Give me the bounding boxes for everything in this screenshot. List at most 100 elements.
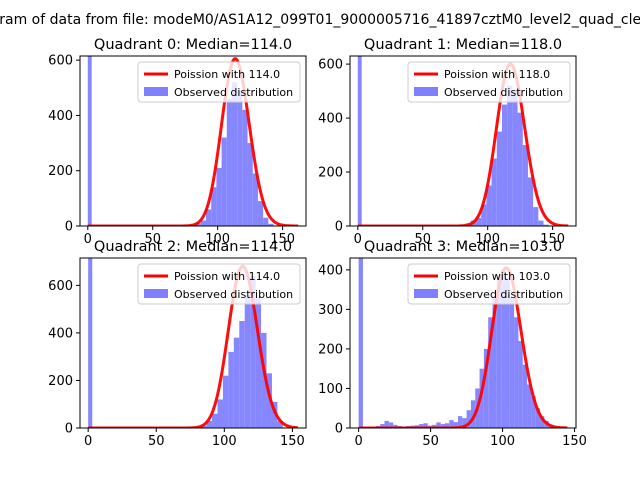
- histogram-bar: [507, 85, 513, 226]
- y-tick-label: 600: [318, 58, 343, 73]
- legend-box: [137, 61, 301, 103]
- y-tick-label: 0: [335, 422, 343, 437]
- histogram-bar: [527, 177, 534, 226]
- histogram-bar: [531, 396, 536, 428]
- histogram-bar: [250, 275, 256, 428]
- axes-frame: [79, 55, 307, 227]
- histogram-bar: [466, 410, 471, 428]
- legend-box: [137, 263, 301, 305]
- legend-poisson-label: Poission with 114.0: [174, 68, 280, 81]
- histogram-bar: [222, 375, 229, 428]
- axes-frame: [349, 55, 577, 227]
- x-tick-label: 150: [562, 434, 587, 449]
- y-tick-label: 400: [318, 112, 343, 127]
- y-tick-label: 600: [48, 54, 73, 69]
- histogram-bar: [419, 424, 424, 428]
- histogram-bar: [518, 341, 523, 428]
- histogram-bar: [512, 91, 518, 226]
- histogram-bar: [87, 56, 92, 226]
- histogram-bar: [496, 277, 502, 428]
- histogram-bar: [205, 209, 212, 226]
- histogram-bar: [449, 420, 454, 428]
- legend-observed-label: Observed distribution: [444, 288, 563, 301]
- histogram-bar: [277, 420, 283, 428]
- histogram-bar: [440, 424, 446, 428]
- legend-box: [407, 61, 571, 103]
- histogram-bar: [255, 297, 262, 428]
- poisson-curve: [358, 266, 568, 428]
- y-tick-label: 200: [318, 166, 343, 181]
- legend-observed-label: Observed distribution: [444, 86, 563, 99]
- histogram-bar: [514, 317, 519, 428]
- legend-observed-label: Observed distribution: [174, 86, 293, 99]
- y-tick-label: 400: [48, 326, 73, 341]
- figure-suptitle: Histogram of data from file: modeM0/AS1A…: [0, 12, 640, 28]
- histogram-bar: [228, 351, 234, 428]
- x-tick-label: 100: [212, 434, 237, 449]
- histogram-bar: [231, 82, 238, 226]
- x-tick-label: 0: [354, 434, 362, 449]
- y-tick-label: 100: [318, 382, 343, 397]
- y-tick-label: 600: [48, 279, 73, 294]
- histogram-bar: [388, 422, 394, 428]
- x-tick-label: 0: [84, 232, 92, 247]
- histogram-bar: [540, 416, 545, 428]
- histogram-bar: [221, 137, 227, 226]
- histogram-bar: [522, 145, 528, 226]
- legend-observed-label: Observed distribution: [174, 288, 293, 301]
- x-tick-label: 0: [84, 434, 92, 449]
- legend: Poission with 114.0 Observed distribution: [137, 263, 301, 305]
- histogram-bar: [244, 294, 251, 428]
- histogram-bars: [88, 258, 283, 428]
- y-tick-label: 200: [48, 164, 73, 179]
- histogram-bar: [527, 384, 532, 428]
- legend: Poission with 103.0 Observed distribution: [407, 263, 571, 305]
- histogram-bar: [206, 420, 213, 428]
- histogram-bar: [486, 185, 492, 226]
- subplot-quadrant-3: 0 50 100 150 0 100 200 300 400 Quadrant 3: Median…: [318, 239, 587, 449]
- subplot-quadrant-1: 0 50 100 150 0 200 400 600 Quadrant 1: Median=11…: [318, 37, 577, 247]
- poisson-curve: [87, 57, 299, 226]
- histogram-bar: [475, 217, 482, 226]
- y-tick-label: 300: [318, 303, 343, 318]
- legend: Poission with 114.0 Observed distribution: [137, 61, 301, 103]
- x-tick-label: 50: [148, 434, 165, 449]
- x-tick-label: 150: [280, 434, 305, 449]
- y-tick-label: 0: [65, 422, 73, 437]
- x-tick-label: 150: [540, 232, 565, 247]
- histogram-bar: [505, 277, 510, 428]
- histogram-bar: [226, 98, 232, 226]
- histogram-bar: [268, 223, 274, 226]
- histogram-bar: [501, 104, 508, 226]
- histogram-bar: [483, 348, 489, 428]
- axes-frame: [79, 257, 307, 429]
- legend-poisson-label: Poission with 103.0: [444, 270, 550, 283]
- histogram-bar: [212, 413, 218, 428]
- legend-observed-swatch: [144, 289, 168, 298]
- legend-poisson-label: Poission with 118.0: [444, 68, 550, 81]
- histogram-bar: [211, 187, 217, 226]
- histogram-bar: [88, 258, 93, 428]
- histogram-bar: [517, 112, 523, 226]
- y-tick-label: 200: [48, 374, 73, 389]
- legend-observed-swatch: [144, 87, 168, 96]
- histogram-bar: [453, 422, 458, 428]
- legend: Poission with 118.0 Observed distribution: [407, 61, 571, 103]
- histogram-bar: [216, 167, 222, 226]
- histogram-bar: [195, 223, 201, 226]
- y-tick-label: 400: [48, 109, 73, 124]
- y-tick-label: 200: [318, 342, 343, 357]
- legend-box: [407, 263, 571, 305]
- x-tick-label: 50: [414, 232, 431, 247]
- legend-poisson-label: Poission with 114.0: [174, 270, 280, 283]
- histogram-bar: [481, 204, 487, 226]
- histogram-bar: [380, 424, 385, 428]
- subplot-title: Quadrant 1: Median=118.0: [364, 37, 562, 53]
- subplot-title: Quadrant 0: Median=114.0: [94, 37, 292, 53]
- histogram-bar: [271, 401, 278, 428]
- histogram-bar: [242, 109, 248, 226]
- x-tick-label: 150: [270, 232, 295, 247]
- y-tick-label: 400: [318, 263, 343, 278]
- histogram-bar: [393, 424, 398, 428]
